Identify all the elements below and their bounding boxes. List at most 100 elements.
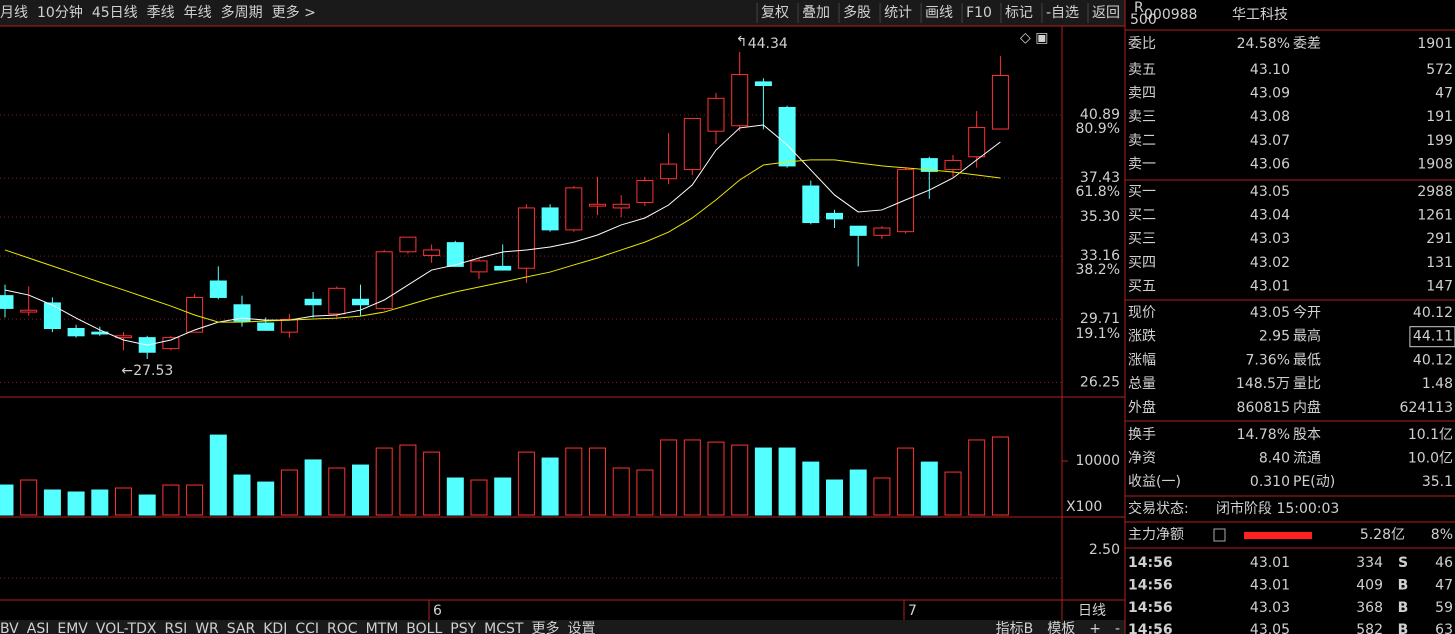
toolbar-button[interactable]: -自选 (1046, 5, 1079, 21)
book-label: 买四 (1128, 255, 1156, 271)
tab-button[interactable]: + (1089, 621, 1101, 634)
volume-bar (802, 461, 820, 516)
candle-body (280, 318, 298, 333)
y-tick-label: 40.89 (1080, 107, 1120, 123)
toolbar-button[interactable]: F10 (966, 5, 992, 21)
volume-bar (968, 439, 986, 516)
indicator-tab[interactable]: SAR (227, 621, 256, 634)
field-value: 1.48 (1422, 376, 1453, 392)
indicator-tab[interactable]: BOLL (406, 621, 442, 634)
toolbar-button[interactable]: 标记 (1005, 5, 1033, 21)
toolbar-button[interactable]: 返回 (1092, 5, 1120, 21)
toolbar-button[interactable]: 统计 (884, 5, 912, 21)
book-price: 43.10 (1250, 62, 1290, 78)
field-label: 涨跌 (1128, 329, 1156, 345)
tab-button[interactable]: 指标B (996, 621, 1034, 634)
toolbar-item[interactable]: 更多 > (272, 4, 316, 21)
trade-time: 14:56 (1128, 577, 1173, 593)
indicator-tab[interactable]: MCST (484, 621, 524, 634)
toolbar-button[interactable]: 复权 (761, 4, 789, 21)
highlight-box (1409, 326, 1455, 348)
book-price: 43.03 (1250, 231, 1290, 247)
flow-value: 5.28亿 (1360, 527, 1405, 543)
toolbar-item[interactable]: 10分钟 (37, 4, 83, 21)
volume-bar (186, 484, 204, 516)
toolbar-item[interactable]: 45日线 (92, 5, 138, 21)
indicator-tab[interactable]: EMV (57, 621, 88, 634)
moving-average (4, 124, 1001, 346)
volume-bar (280, 469, 298, 516)
toolbar-item[interactable]: 年线 (184, 5, 212, 21)
book-label: 卖五 (1128, 62, 1156, 78)
volume-bar (683, 439, 701, 516)
indicator-tab[interactable]: VOL-TDX (96, 621, 157, 634)
volume-bar (115, 487, 132, 516)
candle-body (304, 298, 322, 306)
candle-body (470, 260, 488, 273)
candle-body (162, 337, 180, 350)
field-label: 净资 (1128, 451, 1156, 467)
indicator-tab[interactable]: 更多 (531, 620, 559, 634)
flow-bar (1244, 532, 1312, 539)
volume-bar (826, 479, 843, 516)
indicator-tab[interactable]: BV (0, 621, 19, 634)
volume-bar (20, 479, 38, 516)
volume-bar (991, 436, 1009, 516)
candle-body (20, 309, 38, 313)
toolbar-item[interactable]: 月线 (0, 5, 28, 21)
field-label: 最高 (1293, 328, 1321, 345)
candle-body (968, 127, 986, 158)
low-label: 27.53 (133, 363, 173, 379)
field-label: 涨幅 (1128, 352, 1156, 368)
candle-body (754, 81, 772, 87)
volume-bar (257, 481, 275, 516)
volume-bar (375, 447, 393, 516)
toolbar-button[interactable]: 叠加 (802, 5, 830, 21)
candle-body (589, 203, 606, 207)
indicator-tab[interactable]: CCI (295, 621, 319, 634)
field-value: 24.58% (1237, 36, 1290, 52)
toolbar-button[interactable]: 画线 (925, 5, 953, 21)
indicator-tab[interactable]: KDJ (263, 621, 287, 634)
volume-bar (91, 489, 109, 516)
candle-body (446, 242, 464, 267)
indicator-tab[interactable]: PSY (450, 621, 476, 634)
trade-price: 43.03 (1250, 600, 1290, 616)
toolbar-button[interactable]: 多股 (843, 4, 871, 21)
flow-icon (1213, 528, 1226, 542)
indicator-tab[interactable]: RSI (164, 621, 187, 634)
trade-side: B (1398, 600, 1409, 616)
indicator-tab[interactable]: WR (195, 621, 219, 634)
toolbar-item[interactable]: 季线 (147, 5, 175, 21)
tab-button[interactable]: 模板 (1047, 621, 1075, 634)
trade-side: B (1398, 577, 1409, 593)
indicator-tab[interactable]: MTM (366, 621, 399, 634)
x-label: 6 (433, 603, 442, 619)
candle-body (778, 106, 796, 167)
candle-body (826, 212, 843, 220)
book-label: 卖三 (1128, 109, 1156, 125)
volume-bar (636, 469, 654, 516)
volume-bar (920, 461, 938, 516)
y-tick-label: 2.50 (1089, 542, 1120, 558)
trade-time: 14:56 (1128, 622, 1173, 634)
field-value: 148.5万 (1236, 376, 1290, 392)
field-label: 委差 (1293, 36, 1321, 52)
y-tick-label: 26.25 (1080, 374, 1120, 390)
field-value: 35.1 (1422, 474, 1453, 490)
indicator-tab[interactable]: ASI (27, 621, 50, 634)
candle-body (257, 322, 275, 331)
book-price: 43.04 (1250, 208, 1290, 224)
toolbar-item[interactable]: 多周期 (221, 4, 263, 21)
field-label: 今开 (1293, 305, 1321, 321)
book-label: 买二 (1128, 208, 1156, 224)
flow-pct: 8% (1431, 527, 1453, 543)
field-value: 8.40 (1259, 451, 1290, 467)
volume-bar (707, 441, 725, 516)
indicator-tab[interactable]: 设置 (567, 621, 595, 634)
field-value: 10.0亿 (1408, 451, 1453, 467)
volume-unit: X100 (1066, 499, 1102, 515)
indicator-tab[interactable]: ROC (327, 621, 358, 634)
field-label: 现价 (1128, 305, 1156, 321)
tab-button[interactable]: - (1115, 621, 1120, 634)
